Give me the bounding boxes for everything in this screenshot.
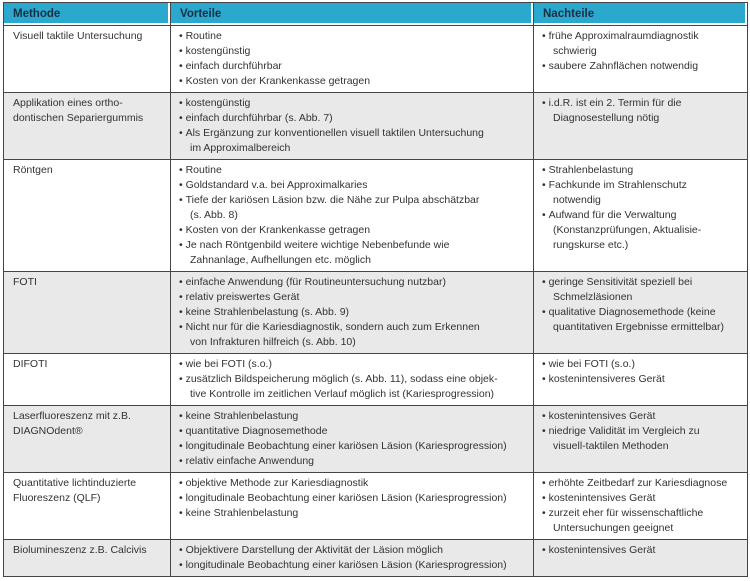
bullet-item: zurzeit eher für wissenschaftliche Unter… <box>542 506 741 536</box>
bullet-item: einfach durchführbar <box>179 59 527 74</box>
bullet-item: Routine <box>179 163 527 178</box>
vorteile-list: Routinekostengünstigeinfach durchführbar… <box>179 29 527 89</box>
bullet-item: geringe Sensitivität speziell bei Schmel… <box>542 275 741 305</box>
nachteile-cell: i.d.R. ist ein 2. Termin für die Diagnos… <box>533 92 748 160</box>
vorteile-list: RoutineGoldstandard v.a. bei Approximalk… <box>179 163 527 268</box>
column-header-methode: Methode <box>3 2 171 26</box>
nachteile-cell: kostenintensives Gerät <box>533 539 748 577</box>
bullet-item: longitudinale Beobachtung einer kariösen… <box>179 439 527 454</box>
bullet-item: niedrige Validität im Vergleich zu visue… <box>542 424 741 454</box>
bullet-item: longitudinale Beobachtung einer kariösen… <box>179 491 527 506</box>
table-row: Applikation eines ortho- dontischen Sepa… <box>3 92 748 160</box>
bullet-item: Goldstandard v.a. bei Approximalkaries <box>179 178 527 193</box>
vorteile-cell: Objektivere Darstellung der Aktivität de… <box>170 539 534 577</box>
vorteile-cell: einfache Anwendung (für Routineuntersuch… <box>170 271 534 354</box>
bullet-item: Als Ergänzung zur konventionellen visuel… <box>179 126 527 156</box>
vorteile-list: objektive Methode zur Kariesdiagnostiklo… <box>179 476 527 521</box>
nachteile-list: wie bei FOTI (s.o.)kostenintensiveres Ge… <box>542 357 741 387</box>
vorteile-list: einfache Anwendung (für Routineuntersuch… <box>179 275 527 350</box>
nachteile-list: erhöhte Zeitbedarf zur Kariesdiagnosekos… <box>542 476 741 536</box>
bullet-item: kostengünstig <box>179 96 527 111</box>
methode-cell: DIFOTI <box>3 353 171 406</box>
table-row: DIFOTI wie bei FOTI (s.o.)zusätzlich Bil… <box>3 353 748 406</box>
methode-cell: Laserfluoreszenz mit z.B. DIAGNOdent® <box>3 405 171 473</box>
vorteile-list: kostengünstigeinfach durchführbar (s. Ab… <box>179 96 527 156</box>
nachteile-list: i.d.R. ist ein 2. Termin für die Diagnos… <box>542 96 741 126</box>
bullet-item: objektive Methode zur Kariesdiagnostik <box>179 476 527 491</box>
nachteile-cell: kostenintensives Gerätniedrige Validität… <box>533 405 748 473</box>
nachteile-cell: wie bei FOTI (s.o.)kostenintensiveres Ge… <box>533 353 748 406</box>
vorteile-cell: objektive Methode zur Kariesdiagnostiklo… <box>170 472 534 540</box>
nachteile-list: frühe Approximalraumdiagnostik schwierig… <box>542 29 741 74</box>
bullet-item: erhöhte Zeitbedarf zur Kariesdiagnose <box>542 476 741 491</box>
methode-cell: FOTI <box>3 271 171 354</box>
bullet-item: Aufwand für die Verwaltung (Konstanzprüf… <box>542 208 741 253</box>
nachteile-cell: StrahlenbelastungFachkunde im Strahlensc… <box>533 159 748 272</box>
table-row: Biolumineszenz z.B. Calcivis Objektivere… <box>3 539 748 577</box>
bullet-item: relativ einfache Anwendung <box>179 454 527 469</box>
table-row: Röntgen RoutineGoldstandard v.a. bei App… <box>3 159 748 272</box>
bullet-item: kostenintensives Gerät <box>542 543 741 558</box>
table-body: Visuell taktile Untersuchung Routinekost… <box>3 25 748 577</box>
bullet-item: Objektivere Darstellung der Aktivität de… <box>179 543 527 558</box>
bullet-item: einfache Anwendung (für Routineuntersuch… <box>179 275 527 290</box>
bullet-item: wie bei FOTI (s.o.) <box>179 357 527 372</box>
table-row: Quantitative lichtinduzierte Fluoreszenz… <box>3 472 748 540</box>
bullet-item: quantitative Diagnosemethode <box>179 424 527 439</box>
bullet-item: Fachkunde im Strahlenschutz notwendig <box>542 178 741 208</box>
bullet-item: Nicht nur für die Kariesdiagnostik, sond… <box>179 320 527 350</box>
vorteile-list: Objektivere Darstellung der Aktivität de… <box>179 543 527 573</box>
methode-cell: Visuell taktile Untersuchung <box>3 25 171 93</box>
vorteile-cell: kostengünstigeinfach durchführbar (s. Ab… <box>170 92 534 160</box>
methode-cell: Quantitative lichtinduzierte Fluoreszenz… <box>3 472 171 540</box>
nachteile-cell: erhöhte Zeitbedarf zur Kariesdiagnosekos… <box>533 472 748 540</box>
bullet-item: zusätzlich Bildspeicherung möglich (s. A… <box>179 372 527 402</box>
bullet-item: keine Strahlenbelastung <box>179 506 527 521</box>
bullet-item: longitudinale Beobachtung einer kariösen… <box>179 558 527 573</box>
bullet-item: saubere Zahnflächen notwendig <box>542 59 741 74</box>
methode-cell: Röntgen <box>3 159 171 272</box>
nachteile-cell: geringe Sensitivität speziell bei Schmel… <box>533 271 748 354</box>
bullet-item: i.d.R. ist ein 2. Termin für die Diagnos… <box>542 96 741 126</box>
table-row: Visuell taktile Untersuchung Routinekost… <box>3 25 748 93</box>
vorteile-cell: RoutineGoldstandard v.a. bei Approximalk… <box>170 159 534 272</box>
table-row: Laserfluoreszenz mit z.B. DIAGNOdent® ke… <box>3 405 748 473</box>
header-row: Methode Vorteile Nachteile <box>3 2 748 26</box>
bullet-item: keine Strahlenbelastung (s. Abb. 9) <box>179 305 527 320</box>
nachteile-cell: frühe Approximalraumdiagnostik schwierig… <box>533 25 748 93</box>
bullet-item: kostengünstig <box>179 44 527 59</box>
vorteile-list: keine Strahlenbelastungquantitative Diag… <box>179 409 527 469</box>
bullet-item: kostenintensives Gerät <box>542 409 741 424</box>
nachteile-list: kostenintensives Gerät <box>542 543 741 558</box>
table-row: FOTI einfache Anwendung (für Routineunte… <box>3 271 748 354</box>
bullet-item: Kosten von der Krankenkasse getragen <box>179 223 527 238</box>
methods-comparison-table: Methode Vorteile Nachteile Visuell takti… <box>3 2 748 577</box>
bullet-item: Strahlenbelastung <box>542 163 741 178</box>
nachteile-list: StrahlenbelastungFachkunde im Strahlensc… <box>542 163 741 253</box>
column-header-nachteile: Nachteile <box>533 2 748 26</box>
bullet-item: kostenintensiveres Gerät <box>542 372 741 387</box>
bullet-item: keine Strahlenbelastung <box>179 409 527 424</box>
bullet-item: Tiefe der kariösen Läsion bzw. die Nähe … <box>179 193 527 223</box>
bullet-item: Kosten von der Krankenkasse getragen <box>179 74 527 89</box>
vorteile-cell: keine Strahlenbelastungquantitative Diag… <box>170 405 534 473</box>
bullet-item: kostenintensives Gerät <box>542 491 741 506</box>
bullet-item: wie bei FOTI (s.o.) <box>542 357 741 372</box>
bullet-item: Routine <box>179 29 527 44</box>
methode-cell: Biolumineszenz z.B. Calcivis <box>3 539 171 577</box>
bullet-item: Je nach Röntgenbild weitere wichtige Neb… <box>179 238 527 268</box>
nachteile-list: kostenintensives Gerätniedrige Validität… <box>542 409 741 454</box>
bullet-item: qualitative Diagnosemethode (keine quant… <box>542 305 741 335</box>
methode-cell: Applikation eines ortho- dontischen Sepa… <box>3 92 171 160</box>
vorteile-cell: wie bei FOTI (s.o.)zusätzlich Bildspeich… <box>170 353 534 406</box>
bullet-item: frühe Approximalraumdiagnostik schwierig <box>542 29 741 59</box>
vorteile-list: wie bei FOTI (s.o.)zusätzlich Bildspeich… <box>179 357 527 402</box>
column-header-vorteile: Vorteile <box>170 2 534 26</box>
nachteile-list: geringe Sensitivität speziell bei Schmel… <box>542 275 741 335</box>
bullet-item: relativ preiswertes Gerät <box>179 290 527 305</box>
bullet-item: einfach durchführbar (s. Abb. 7) <box>179 111 527 126</box>
vorteile-cell: Routinekostengünstigeinfach durchführbar… <box>170 25 534 93</box>
